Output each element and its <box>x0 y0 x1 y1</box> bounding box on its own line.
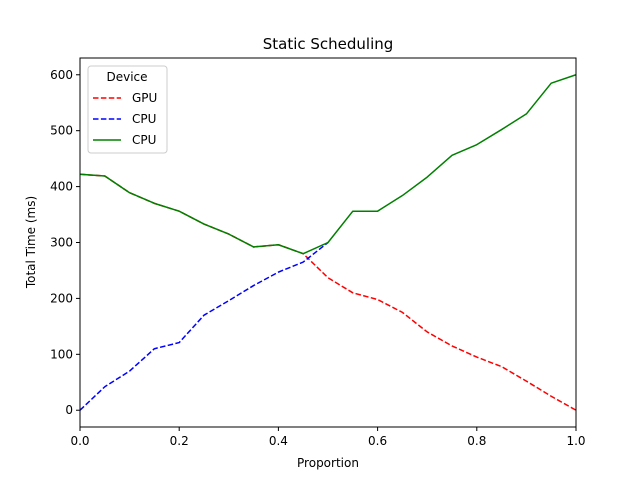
legend-title: Device <box>106 70 147 84</box>
y-axis: 0 100 200 300 400 500 600 <box>50 68 80 417</box>
legend-label-2: CPU <box>132 133 156 147</box>
x-axis: 0.0 0.2 0.4 0.6 0.8 1.0 <box>70 427 586 448</box>
x-tick-label: 0.8 <box>467 434 486 448</box>
y-axis-label: Total Time (ms) <box>24 196 38 289</box>
x-axis-label: Proportion <box>297 456 359 470</box>
plot-lines <box>79 74 577 411</box>
y-tick-label: 300 <box>50 236 73 250</box>
y-tick-label: 100 <box>50 347 73 361</box>
x-tick-label: 1.0 <box>566 434 585 448</box>
legend-label-0: GPU <box>132 91 157 105</box>
legend-label-1: CPU <box>132 112 156 126</box>
x-tick-label: 0.6 <box>368 434 387 448</box>
y-tick-label: 500 <box>50 124 73 138</box>
y-tick-label: 600 <box>50 68 73 82</box>
series-line-2-cpu <box>79 74 577 255</box>
y-tick-label: 200 <box>50 291 73 305</box>
x-tick-label: 0.0 <box>70 434 89 448</box>
legend-box <box>87 65 168 154</box>
x-tick-label: 0.4 <box>269 434 288 448</box>
legend: Device GPU CPU CPU <box>87 65 168 154</box>
y-tick-label: 400 <box>50 180 73 194</box>
x-tick-label: 0.2 <box>170 434 189 448</box>
series-line-1-cpu <box>79 241 329 411</box>
chart-title: Static Scheduling <box>263 35 394 53</box>
y-tick-label: 0 <box>65 403 73 417</box>
